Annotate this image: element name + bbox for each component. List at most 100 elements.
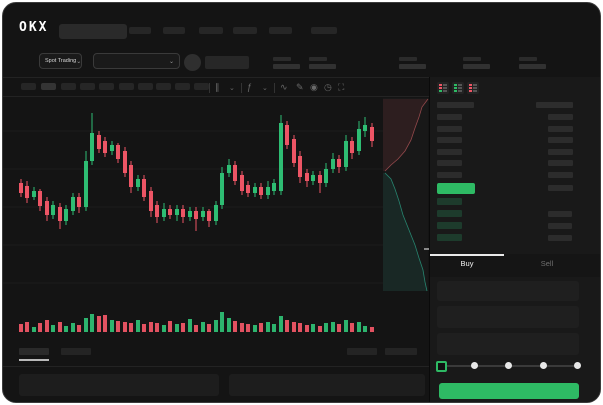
chevron-down-icon[interactable]: ⌄ (262, 85, 268, 92)
active-tab-underline (19, 359, 49, 361)
nav-item-placeholder[interactable] (163, 27, 185, 34)
buy-button[interactable] (439, 383, 579, 399)
nav-item-placeholder[interactable] (233, 27, 257, 34)
ask-row-bar[interactable] (437, 172, 462, 178)
orderbook-asks-icon[interactable] (467, 82, 479, 94)
timeframe-button[interactable] (119, 83, 134, 90)
divider (209, 83, 210, 93)
buy-tab-indicator (430, 254, 504, 256)
line-style-icon[interactable]: ∿ (280, 82, 288, 92)
chevron-down-icon: ⌄ (76, 58, 82, 65)
bid-row-bar[interactable] (437, 222, 462, 229)
bottom-tab-control[interactable] (385, 348, 417, 355)
divider (274, 83, 275, 93)
chevron-down-icon: ⌄ (168, 58, 174, 65)
timeframe-button[interactable] (156, 83, 171, 90)
nav-item-placeholder[interactable] (129, 27, 151, 34)
nav-item-placeholder[interactable] (311, 27, 337, 34)
bid-size-bar (548, 211, 572, 217)
ask-size-bar (548, 137, 573, 144)
order-book-panel: Buy Sell (429, 77, 600, 402)
chevron-down-icon[interactable]: ⌄ (229, 85, 235, 92)
stat-value-placeholder (399, 64, 426, 69)
ask-size-bar (548, 160, 573, 167)
last-price-bar[interactable] (437, 183, 475, 194)
bottom-tab-control[interactable] (347, 348, 377, 355)
ask-row-bar[interactable] (437, 148, 462, 155)
camera-icon[interactable]: ◉ (310, 82, 318, 92)
history-icon[interactable]: ◷ (324, 82, 332, 92)
total-input[interactable] (437, 333, 579, 355)
nav-item-placeholder[interactable] (269, 27, 292, 34)
stat-value-placeholder (519, 64, 546, 69)
ask-row-bar[interactable] (437, 137, 462, 144)
market-type-label: Spot Trading (45, 58, 77, 64)
slider-stop[interactable] (505, 362, 512, 369)
slider-stop[interactable] (470, 362, 478, 369)
stat-label-placeholder (273, 57, 291, 61)
stat-value-placeholder (273, 64, 300, 69)
ask-row-bar[interactable] (437, 114, 462, 120)
stat-label-placeholder (519, 57, 537, 61)
tab-buy[interactable]: Buy (460, 259, 474, 268)
timeframe-button[interactable] (194, 83, 209, 90)
draw-icon[interactable]: ✎ (296, 82, 304, 92)
trade-tabs: Buy Sell (430, 254, 600, 277)
nav-item-placeholder[interactable] (199, 27, 223, 34)
coin-avatar (184, 54, 201, 71)
ask-size-bar (548, 148, 573, 155)
bottom-tab-active[interactable] (19, 348, 49, 355)
ask-size-bar (548, 114, 573, 120)
bid-row-bar[interactable] (437, 234, 462, 241)
orderbook-header-left (437, 102, 474, 108)
ask-size-bar (548, 172, 573, 178)
timeframe-button[interactable] (41, 83, 56, 90)
orderbook-both-icon[interactable] (437, 82, 449, 94)
bid-row-bar[interactable] (437, 198, 462, 205)
orderbook-bids-icon[interactable] (452, 82, 464, 94)
timeframe-button[interactable] (61, 83, 76, 90)
tab-sell[interactable]: Sell (540, 259, 554, 268)
stat-label-placeholder (309, 57, 327, 61)
okx-logo[interactable]: OKX (19, 20, 49, 35)
stat-value-placeholder (463, 64, 490, 69)
slider-stop[interactable] (436, 361, 447, 372)
bottom-tab[interactable] (61, 348, 91, 355)
price-input[interactable] (437, 281, 579, 301)
stat-label-placeholder (463, 57, 481, 61)
orderbook-row-bar (548, 185, 573, 191)
bid-size-bar (548, 235, 572, 241)
candlestick-chart[interactable] (3, 98, 430, 343)
divider (241, 83, 242, 93)
timeframe-button[interactable] (175, 83, 190, 90)
pair-selector-dropdown[interactable]: ⌄ (93, 53, 180, 69)
bid-size-bar (548, 223, 572, 229)
ask-row-bar[interactable] (437, 125, 462, 132)
ask-row-bar[interactable] (437, 160, 462, 167)
ask-size-bar (548, 125, 573, 132)
pair-action-button[interactable] (205, 56, 249, 69)
positions-panel-placeholder[interactable] (229, 374, 425, 396)
stat-value-placeholder (309, 64, 336, 69)
amount-input[interactable] (437, 306, 579, 328)
slider-stop[interactable] (574, 362, 581, 369)
orderbook-header-right (536, 102, 573, 108)
indicators-icon[interactable]: ƒ (247, 82, 253, 92)
divider (3, 77, 430, 78)
fullscreen-icon[interactable]: ⛶ (338, 82, 345, 92)
bid-row-bar[interactable] (437, 210, 462, 217)
stat-label-placeholder (399, 57, 417, 61)
divider (3, 366, 430, 367)
search-input[interactable] (59, 24, 127, 39)
divider (3, 96, 430, 97)
chart-type-icon[interactable]: ∥ (215, 82, 220, 92)
slider-stop[interactable] (539, 362, 547, 369)
timeframe-button[interactable] (138, 83, 153, 90)
timeframe-button[interactable] (21, 83, 36, 90)
timeframe-button[interactable] (80, 83, 95, 90)
timeframe-button[interactable] (99, 83, 114, 90)
market-type-dropdown[interactable]: Spot Trading ⌄ (39, 53, 82, 69)
orders-panel-placeholder[interactable] (19, 374, 219, 396)
